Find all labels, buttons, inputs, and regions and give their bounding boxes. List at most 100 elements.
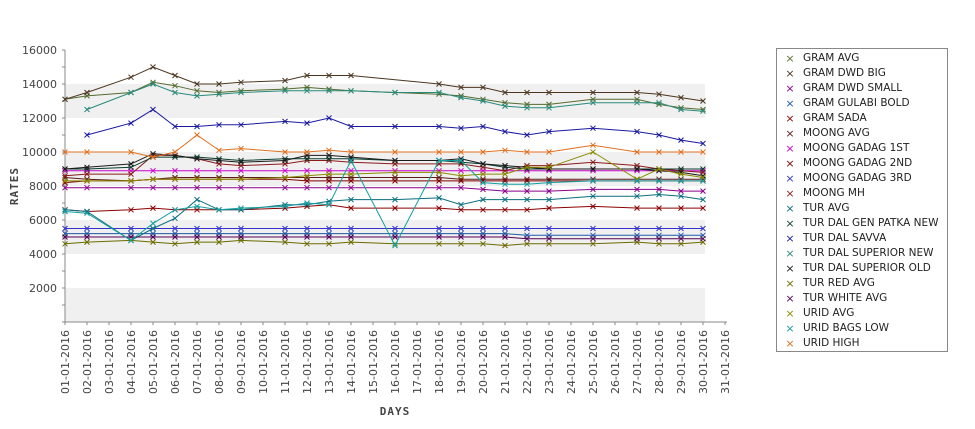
data-point-marker <box>194 239 200 245</box>
data-point-marker <box>128 120 134 126</box>
x-tick-label: 15-01-2016 <box>367 330 380 394</box>
legend-marker-icon: × <box>785 82 795 95</box>
data-point-marker <box>216 225 222 232</box>
data-point-marker <box>700 196 706 203</box>
x-tick-label: 09-01-2016 <box>235 330 248 394</box>
data-point-marker <box>194 234 200 240</box>
data-point-marker <box>194 203 200 210</box>
data-point-marker <box>348 72 354 79</box>
data-point-marker <box>84 164 90 171</box>
data-point-marker <box>392 89 398 96</box>
data-point-marker <box>656 240 662 247</box>
y-tick-label: 10000 <box>22 146 57 159</box>
y-tick-label: 4000 <box>29 248 57 261</box>
data-point-marker <box>524 164 530 171</box>
data-point-marker <box>546 104 552 111</box>
data-point-marker <box>348 196 354 203</box>
data-point-marker <box>282 174 288 181</box>
data-point-marker <box>634 128 640 135</box>
x-tick-label: 19-01-2016 <box>455 330 468 394</box>
data-point-marker <box>172 149 178 155</box>
x-tick-label: 22-01-2016 <box>521 330 534 394</box>
data-point-marker <box>128 89 134 96</box>
data-point-marker <box>590 149 596 155</box>
data-point-marker <box>84 149 90 155</box>
data-point-marker <box>634 99 640 106</box>
data-point-marker <box>458 84 464 91</box>
data-point-marker <box>546 164 552 171</box>
y-tick-label: 14000 <box>22 78 57 91</box>
data-point-marker <box>282 118 288 125</box>
legend-item: × TUR DAL SUPERIOR NEW <box>783 246 947 261</box>
data-point-marker <box>634 186 640 193</box>
x-tick-label: 10-01-2016 <box>257 330 270 394</box>
legend-item: × TUR DAL GEN PATKA NEW <box>783 216 947 231</box>
data-point-marker <box>546 128 552 135</box>
legend-item: × GRAM DWD BIG <box>783 66 947 81</box>
legend-label: GRAM DWD SMALL <box>803 82 903 94</box>
data-point-marker <box>304 172 310 179</box>
data-point-marker <box>172 89 178 96</box>
legend-label: URID AVG <box>803 307 855 319</box>
data-point-marker <box>480 196 486 203</box>
data-point-marker <box>546 225 552 232</box>
data-point-marker <box>458 149 464 155</box>
data-point-marker <box>502 188 508 194</box>
legend-label: TUR DAL SUPERIOR OLD <box>803 262 931 274</box>
data-point-marker <box>524 181 530 188</box>
data-point-marker <box>304 240 310 247</box>
data-point-marker <box>304 200 310 206</box>
series-line <box>65 233 703 236</box>
data-point-marker <box>194 155 200 162</box>
data-point-marker <box>700 108 706 115</box>
data-point-marker <box>678 240 684 247</box>
data-point-marker <box>150 234 156 240</box>
series-line <box>64 177 703 182</box>
legend-item: × MOONG GADAG 3RD <box>783 171 947 186</box>
data-point-marker <box>634 205 640 211</box>
data-point-marker <box>502 234 508 240</box>
grid-band <box>65 254 705 288</box>
series-group <box>62 225 706 232</box>
series-group <box>62 191 706 244</box>
data-point-marker <box>172 176 178 183</box>
y-tick-label: 6000 <box>29 214 57 227</box>
grid-band <box>65 186 705 220</box>
data-point-marker <box>172 206 178 213</box>
series-line <box>64 239 704 247</box>
data-point-marker <box>590 142 596 149</box>
data-point-marker <box>150 239 156 245</box>
data-point-marker <box>348 87 354 94</box>
legend-marker-icon: × <box>785 292 795 305</box>
legend-label: TUR RED AVG <box>803 277 875 289</box>
data-point-marker <box>590 99 596 106</box>
x-tick-label: 17-01-2016 <box>411 330 424 394</box>
x-tick-label: 27-01-2016 <box>631 330 644 394</box>
legend-marker-icon: × <box>785 97 795 110</box>
x-tick-label: 20-01-2016 <box>477 330 490 394</box>
data-point-marker <box>128 206 134 213</box>
data-point-marker <box>216 234 222 240</box>
data-point-marker <box>458 184 464 191</box>
data-point-marker <box>502 242 508 249</box>
data-point-marker <box>238 167 244 174</box>
data-point-marker <box>348 157 354 164</box>
data-point-marker <box>128 171 134 177</box>
chart-legend: × GRAM AVG × GRAM DWD BIG × GRAM DWD SMALL × GR… <box>776 48 948 352</box>
data-point-marker <box>304 149 310 155</box>
x-tick-label: 04-01-2016 <box>125 330 138 394</box>
x-tick-label: 14-01-2016 <box>345 330 358 394</box>
data-point-marker <box>326 225 332 232</box>
data-point-marker <box>480 234 486 240</box>
x-tick-label: 16-01-2016 <box>389 330 402 394</box>
data-point-marker <box>172 240 178 247</box>
y-axis-label: RATES <box>8 167 21 205</box>
x-tick-label: 11-01-2016 <box>279 330 292 394</box>
data-point-marker <box>524 149 530 155</box>
legend-item: × GRAM DWD SMALL <box>783 81 947 96</box>
data-point-marker <box>436 81 442 87</box>
x-axis: 01-01-2016 02-01-2016 03-01-2016 04-01-2016… <box>59 321 732 394</box>
x-tick-label: 28-01-2016 <box>653 330 666 394</box>
data-point-marker <box>238 145 244 152</box>
data-point-marker <box>84 132 90 138</box>
